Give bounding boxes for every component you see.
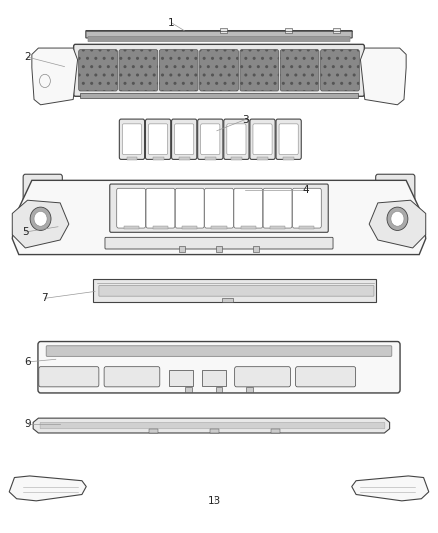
Polygon shape xyxy=(360,48,406,105)
FancyBboxPatch shape xyxy=(227,124,246,155)
Bar xyxy=(212,227,226,229)
FancyBboxPatch shape xyxy=(175,188,204,228)
Ellipse shape xyxy=(387,207,408,230)
Polygon shape xyxy=(93,279,376,302)
FancyBboxPatch shape xyxy=(276,119,301,159)
FancyBboxPatch shape xyxy=(253,124,272,155)
Bar xyxy=(169,370,193,386)
FancyBboxPatch shape xyxy=(146,188,175,228)
Bar xyxy=(223,298,233,302)
FancyBboxPatch shape xyxy=(250,119,275,159)
FancyBboxPatch shape xyxy=(172,119,197,159)
FancyBboxPatch shape xyxy=(205,188,233,228)
FancyBboxPatch shape xyxy=(376,174,415,213)
Text: 1: 1 xyxy=(168,18,174,28)
Bar xyxy=(299,227,314,229)
FancyBboxPatch shape xyxy=(148,124,168,155)
Text: 7: 7 xyxy=(42,293,48,303)
FancyBboxPatch shape xyxy=(224,119,249,159)
Bar xyxy=(205,157,216,160)
Bar xyxy=(201,370,226,386)
FancyBboxPatch shape xyxy=(23,174,62,213)
FancyBboxPatch shape xyxy=(74,44,364,96)
FancyBboxPatch shape xyxy=(198,119,223,159)
FancyBboxPatch shape xyxy=(86,30,352,38)
Ellipse shape xyxy=(384,182,402,203)
Text: 13: 13 xyxy=(208,496,221,506)
FancyBboxPatch shape xyxy=(296,367,356,387)
Ellipse shape xyxy=(39,187,50,198)
Text: 3: 3 xyxy=(242,115,248,125)
FancyBboxPatch shape xyxy=(40,422,385,429)
FancyBboxPatch shape xyxy=(110,184,328,232)
FancyBboxPatch shape xyxy=(321,50,359,91)
FancyBboxPatch shape xyxy=(201,124,220,155)
FancyBboxPatch shape xyxy=(88,36,350,42)
FancyBboxPatch shape xyxy=(38,342,400,393)
Bar xyxy=(283,157,294,160)
FancyBboxPatch shape xyxy=(240,50,279,91)
FancyBboxPatch shape xyxy=(234,188,263,228)
Text: 2: 2 xyxy=(24,52,31,62)
Bar xyxy=(152,157,163,160)
FancyBboxPatch shape xyxy=(99,286,374,296)
Bar xyxy=(185,387,192,392)
Ellipse shape xyxy=(391,212,404,226)
Text: 4: 4 xyxy=(303,185,309,195)
Bar xyxy=(246,387,253,392)
Bar xyxy=(179,157,190,160)
Text: 6: 6 xyxy=(24,357,31,367)
Bar xyxy=(257,157,268,160)
Bar xyxy=(253,246,259,252)
Bar xyxy=(285,28,292,33)
Polygon shape xyxy=(33,418,390,433)
Ellipse shape xyxy=(30,207,51,230)
FancyBboxPatch shape xyxy=(279,124,298,155)
Ellipse shape xyxy=(34,212,47,226)
Bar xyxy=(215,387,223,392)
Bar xyxy=(210,429,219,433)
Ellipse shape xyxy=(36,182,54,203)
Bar xyxy=(124,227,139,229)
FancyBboxPatch shape xyxy=(122,124,141,155)
FancyBboxPatch shape xyxy=(119,50,158,91)
FancyBboxPatch shape xyxy=(175,124,194,155)
FancyBboxPatch shape xyxy=(263,188,292,228)
FancyBboxPatch shape xyxy=(39,367,99,387)
Text: 9: 9 xyxy=(24,419,31,429)
FancyBboxPatch shape xyxy=(280,50,319,91)
Polygon shape xyxy=(352,476,429,501)
Bar xyxy=(271,429,280,433)
Bar xyxy=(216,246,222,252)
Bar xyxy=(179,246,185,252)
FancyBboxPatch shape xyxy=(159,50,198,91)
FancyBboxPatch shape xyxy=(79,50,117,91)
FancyBboxPatch shape xyxy=(105,237,333,249)
Bar xyxy=(270,227,285,229)
Bar xyxy=(240,227,256,229)
FancyBboxPatch shape xyxy=(145,119,171,159)
Bar xyxy=(220,28,227,33)
Bar xyxy=(333,28,340,33)
Polygon shape xyxy=(9,476,86,501)
FancyBboxPatch shape xyxy=(117,188,145,228)
Ellipse shape xyxy=(388,187,399,198)
Bar xyxy=(231,157,242,160)
Polygon shape xyxy=(369,200,426,248)
Bar xyxy=(153,227,168,229)
Bar xyxy=(149,429,158,433)
FancyBboxPatch shape xyxy=(119,119,145,159)
Bar xyxy=(182,227,198,229)
Polygon shape xyxy=(32,48,78,105)
Text: 5: 5 xyxy=(22,227,28,237)
Bar xyxy=(80,93,358,99)
FancyBboxPatch shape xyxy=(104,367,160,387)
FancyBboxPatch shape xyxy=(235,367,290,387)
Polygon shape xyxy=(12,180,426,255)
Polygon shape xyxy=(12,200,69,248)
FancyBboxPatch shape xyxy=(200,50,238,91)
FancyBboxPatch shape xyxy=(293,188,321,228)
FancyBboxPatch shape xyxy=(46,346,392,357)
Bar xyxy=(127,157,138,160)
